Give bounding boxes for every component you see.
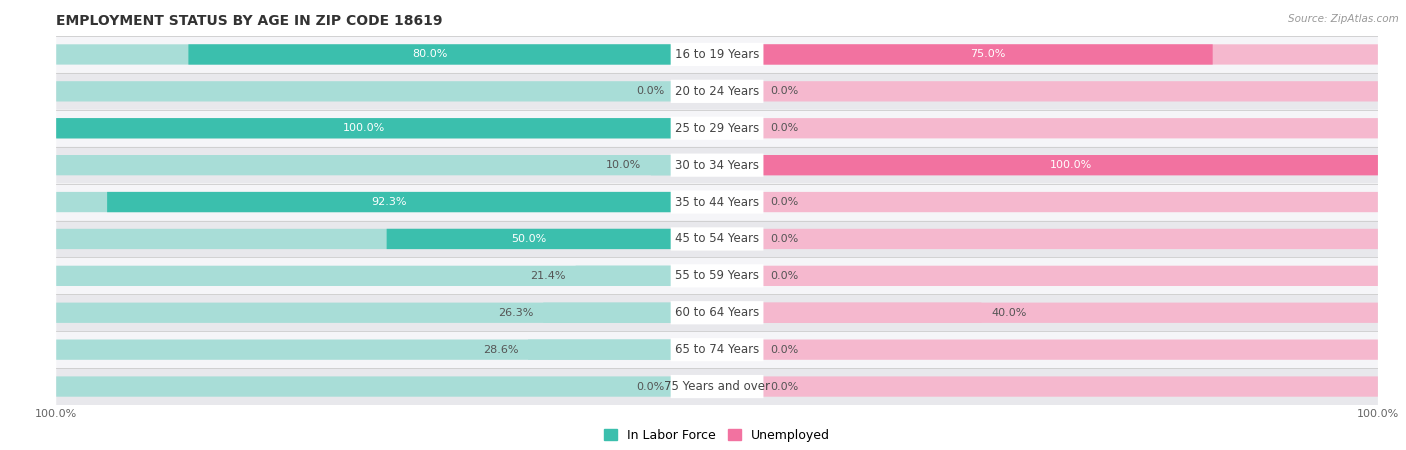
Text: 20 to 24 Years: 20 to 24 Years bbox=[675, 85, 759, 98]
Legend: In Labor Force, Unemployed: In Labor Force, Unemployed bbox=[599, 424, 835, 447]
FancyBboxPatch shape bbox=[56, 302, 717, 323]
FancyBboxPatch shape bbox=[651, 155, 717, 176]
Text: 100.0%: 100.0% bbox=[1049, 160, 1091, 170]
FancyBboxPatch shape bbox=[56, 339, 717, 360]
FancyBboxPatch shape bbox=[717, 266, 1378, 286]
Text: 26.3%: 26.3% bbox=[498, 308, 533, 318]
FancyBboxPatch shape bbox=[56, 331, 1378, 368]
FancyBboxPatch shape bbox=[717, 118, 1378, 139]
FancyBboxPatch shape bbox=[717, 155, 1378, 176]
FancyBboxPatch shape bbox=[56, 192, 717, 212]
FancyBboxPatch shape bbox=[717, 44, 1378, 65]
Text: 0.0%: 0.0% bbox=[770, 197, 799, 207]
Text: 0.0%: 0.0% bbox=[770, 382, 799, 392]
Text: 0.0%: 0.0% bbox=[770, 86, 799, 96]
Text: 75 Years and over: 75 Years and over bbox=[664, 380, 770, 393]
Text: 28.6%: 28.6% bbox=[482, 345, 519, 355]
Text: 60 to 64 Years: 60 to 64 Years bbox=[675, 306, 759, 319]
FancyBboxPatch shape bbox=[56, 266, 717, 286]
FancyBboxPatch shape bbox=[387, 229, 717, 249]
FancyBboxPatch shape bbox=[56, 147, 1378, 184]
Text: 30 to 34 Years: 30 to 34 Years bbox=[675, 159, 759, 171]
Text: 16 to 19 Years: 16 to 19 Years bbox=[675, 48, 759, 61]
FancyBboxPatch shape bbox=[543, 302, 717, 323]
Text: 75.0%: 75.0% bbox=[970, 50, 1005, 59]
FancyBboxPatch shape bbox=[56, 184, 1378, 220]
Text: 92.3%: 92.3% bbox=[371, 197, 406, 207]
FancyBboxPatch shape bbox=[56, 294, 1378, 331]
FancyBboxPatch shape bbox=[717, 376, 1378, 397]
Text: 0.0%: 0.0% bbox=[770, 345, 799, 355]
FancyBboxPatch shape bbox=[671, 301, 763, 324]
FancyBboxPatch shape bbox=[671, 117, 763, 140]
Text: 50.0%: 50.0% bbox=[512, 234, 547, 244]
FancyBboxPatch shape bbox=[671, 375, 763, 398]
Text: 0.0%: 0.0% bbox=[770, 271, 799, 281]
Text: 35 to 44 Years: 35 to 44 Years bbox=[675, 196, 759, 208]
FancyBboxPatch shape bbox=[717, 155, 1378, 176]
Text: 25 to 29 Years: 25 to 29 Years bbox=[675, 122, 759, 135]
Text: 0.0%: 0.0% bbox=[770, 234, 799, 244]
FancyBboxPatch shape bbox=[107, 192, 717, 212]
FancyBboxPatch shape bbox=[671, 153, 763, 177]
FancyBboxPatch shape bbox=[56, 110, 1378, 147]
FancyBboxPatch shape bbox=[717, 192, 1378, 212]
FancyBboxPatch shape bbox=[56, 118, 717, 139]
Text: 100.0%: 100.0% bbox=[343, 123, 385, 133]
Text: 21.4%: 21.4% bbox=[530, 271, 565, 281]
Text: 40.0%: 40.0% bbox=[991, 308, 1026, 318]
Text: 0.0%: 0.0% bbox=[636, 86, 664, 96]
Text: 10.0%: 10.0% bbox=[606, 160, 641, 170]
Text: 65 to 74 Years: 65 to 74 Years bbox=[675, 343, 759, 356]
FancyBboxPatch shape bbox=[56, 257, 1378, 294]
Text: 0.0%: 0.0% bbox=[770, 123, 799, 133]
Text: 45 to 54 Years: 45 to 54 Years bbox=[675, 233, 759, 245]
FancyBboxPatch shape bbox=[56, 81, 717, 102]
FancyBboxPatch shape bbox=[56, 368, 1378, 405]
FancyBboxPatch shape bbox=[671, 43, 763, 66]
FancyBboxPatch shape bbox=[529, 339, 717, 360]
Text: 80.0%: 80.0% bbox=[412, 50, 447, 59]
FancyBboxPatch shape bbox=[56, 36, 1378, 73]
FancyBboxPatch shape bbox=[56, 376, 717, 397]
FancyBboxPatch shape bbox=[56, 44, 717, 65]
FancyBboxPatch shape bbox=[717, 81, 1378, 102]
FancyBboxPatch shape bbox=[717, 302, 1378, 323]
FancyBboxPatch shape bbox=[188, 44, 717, 65]
FancyBboxPatch shape bbox=[717, 44, 1212, 65]
FancyBboxPatch shape bbox=[717, 229, 1378, 249]
FancyBboxPatch shape bbox=[575, 266, 717, 286]
FancyBboxPatch shape bbox=[671, 227, 763, 251]
FancyBboxPatch shape bbox=[717, 302, 981, 323]
FancyBboxPatch shape bbox=[56, 220, 1378, 257]
Text: EMPLOYMENT STATUS BY AGE IN ZIP CODE 18619: EMPLOYMENT STATUS BY AGE IN ZIP CODE 186… bbox=[56, 14, 443, 28]
FancyBboxPatch shape bbox=[671, 264, 763, 288]
Text: 55 to 59 Years: 55 to 59 Years bbox=[675, 270, 759, 282]
FancyBboxPatch shape bbox=[671, 338, 763, 361]
FancyBboxPatch shape bbox=[717, 339, 1378, 360]
FancyBboxPatch shape bbox=[56, 155, 717, 176]
FancyBboxPatch shape bbox=[56, 229, 717, 249]
FancyBboxPatch shape bbox=[671, 190, 763, 214]
FancyBboxPatch shape bbox=[56, 73, 1378, 110]
Text: Source: ZipAtlas.com: Source: ZipAtlas.com bbox=[1288, 14, 1399, 23]
FancyBboxPatch shape bbox=[671, 80, 763, 103]
Text: 0.0%: 0.0% bbox=[636, 382, 664, 392]
FancyBboxPatch shape bbox=[56, 118, 717, 139]
